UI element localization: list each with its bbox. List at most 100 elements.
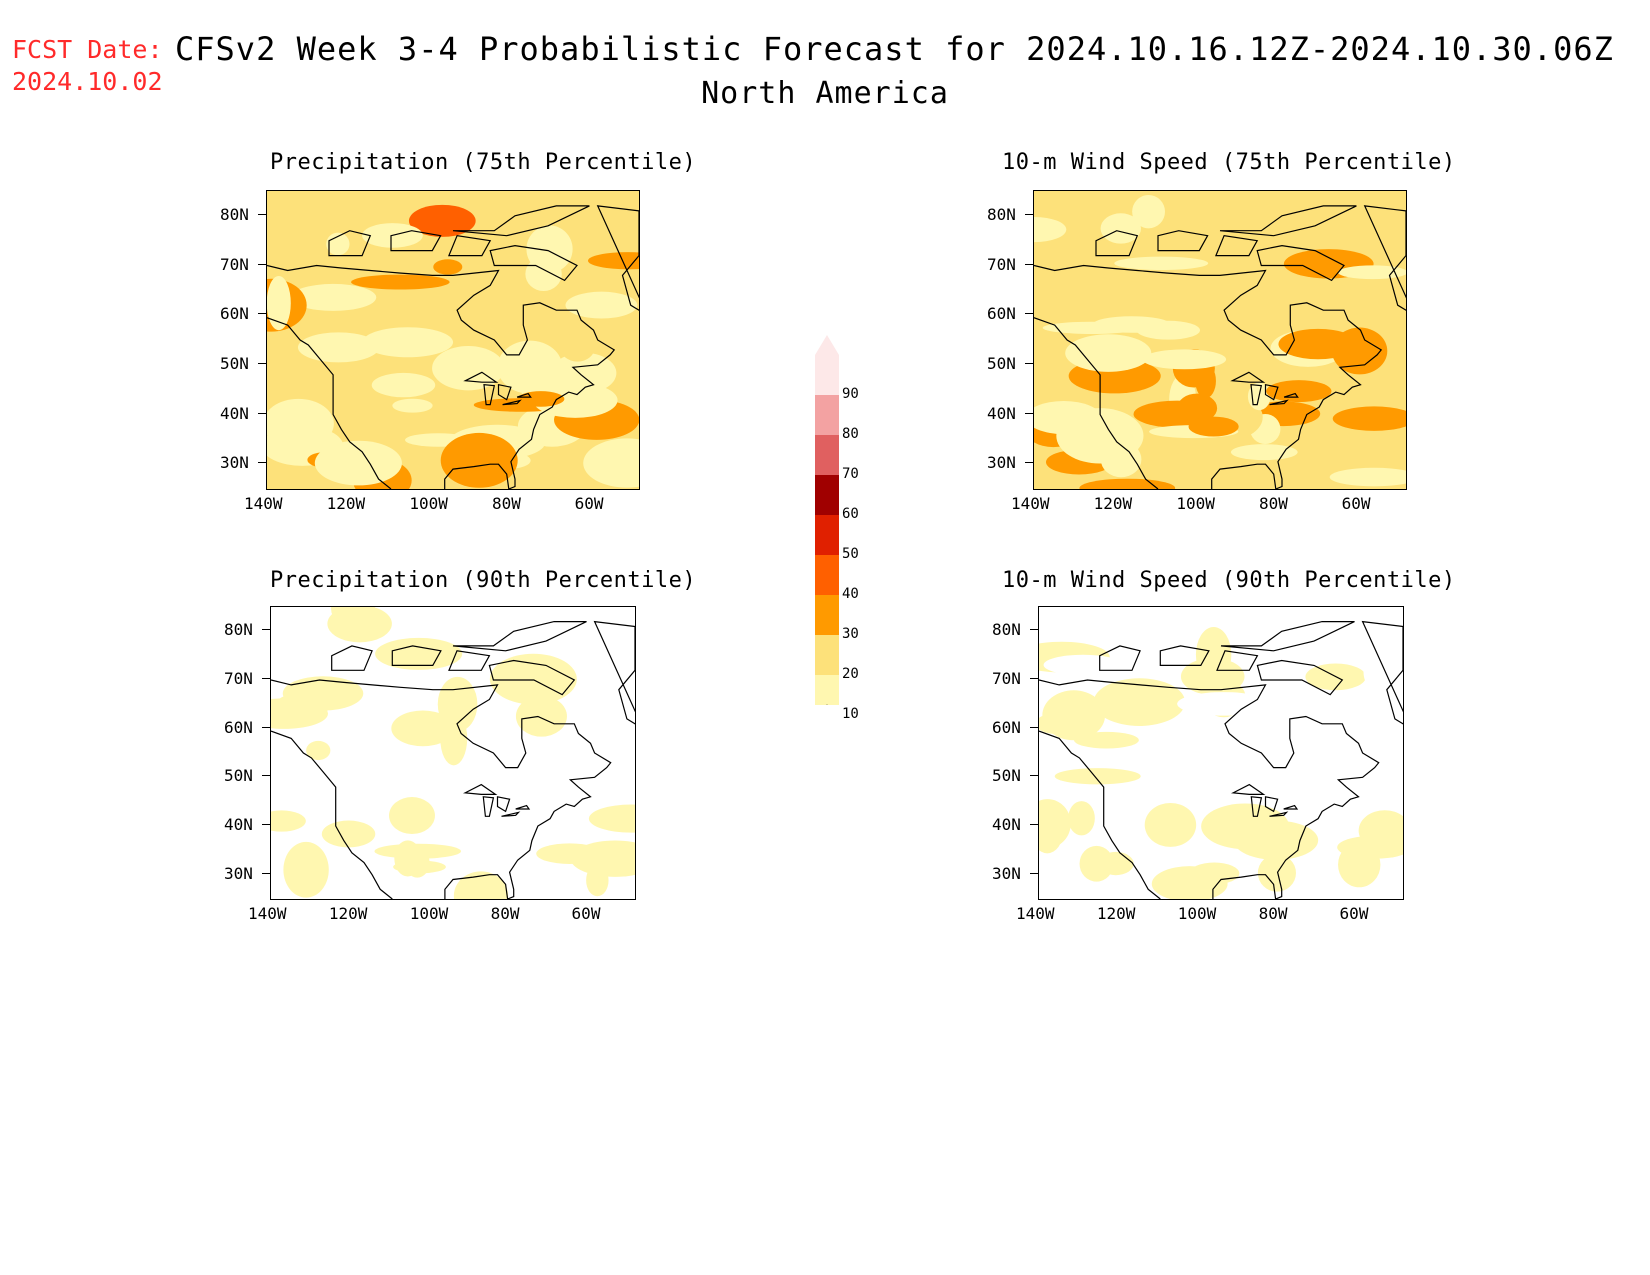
lon-tick-label: 100W: [409, 494, 448, 513]
coastline: [1034, 264, 1383, 489]
probability-region: [437, 676, 478, 732]
lon-tick-label: 60W: [1341, 494, 1371, 513]
probability-region: [1278, 328, 1358, 360]
lon-tick-label: 120W: [1093, 494, 1133, 513]
lat-tick-label: 80N: [987, 204, 1033, 224]
colorbar-segment: [815, 675, 839, 705]
coastline: [448, 650, 491, 671]
probability-region: [1233, 820, 1319, 860]
forecast-date-label: FCST Date:: [12, 35, 163, 64]
lon-tick-label: 60W: [571, 904, 601, 923]
probability-region: [362, 327, 454, 358]
coastline: [593, 620, 635, 725]
coastline: [1256, 659, 1344, 696]
colorbar-top-arrow: [815, 335, 839, 355]
lon-tick-label: 80W: [492, 494, 521, 513]
colorbar-segment: [815, 515, 839, 555]
page-subtitle: North America: [701, 76, 949, 111]
map-precip90: [270, 606, 636, 900]
colorbar-label: 60: [842, 506, 859, 522]
forecast-date: FCST Date: 2024.10.02: [12, 34, 163, 98]
probability-region: [404, 847, 430, 878]
coastline: [1269, 811, 1289, 817]
coastline: [496, 796, 511, 813]
probability-region: [1034, 216, 1067, 243]
lat-tick-label: 40N: [220, 403, 266, 423]
page-title: CFSv2 Week 3-4 Probabilistic Forecast fo…: [175, 30, 1614, 68]
lat-tick-label: 80N: [224, 620, 270, 640]
lat-tick-label: 70N: [992, 669, 1038, 688]
coastline: [1230, 371, 1266, 383]
probability-region: [1266, 380, 1332, 403]
probability-region: [497, 340, 563, 394]
lon-tick-label: 120W: [1096, 904, 1136, 923]
probability-region: [570, 840, 635, 877]
lat-tick-label: 60N: [987, 304, 1033, 324]
lon-tick-label: 140W: [244, 494, 283, 513]
probability-region: [1144, 802, 1197, 847]
lon-tick-label: 100W: [409, 904, 449, 923]
probability-region: [1114, 256, 1209, 270]
coastline: [483, 384, 496, 406]
coastline: [331, 645, 373, 671]
coastline: [501, 811, 521, 817]
probability-region: [440, 432, 518, 488]
coastline: [1220, 621, 1355, 652]
probability-region: [1068, 801, 1095, 836]
colorbar-label: 40: [842, 586, 859, 602]
lat-tick-label: 70N: [220, 254, 266, 274]
probability-region: [389, 797, 435, 835]
probability-region: [1079, 478, 1176, 489]
probability-region: [283, 841, 329, 898]
panel-title-precip75: Precipitation (75th Percentile): [270, 150, 697, 175]
colorbar-segment: [815, 475, 839, 515]
lat-tick-label: 40N: [987, 403, 1033, 423]
probability-region: [280, 786, 333, 805]
coastline: [516, 392, 532, 398]
probability-region: [433, 259, 463, 275]
coastline: [271, 679, 612, 899]
lon-tick-label: 140W: [248, 904, 287, 923]
probability-region: [1065, 334, 1152, 372]
probability-region: [271, 698, 328, 729]
lon-tick-label: 140W: [1016, 904, 1055, 923]
probability-region: [565, 291, 638, 319]
lat-tick-label: 40N: [992, 815, 1038, 834]
colorbar-segment: [815, 555, 839, 595]
map-wind75: [1033, 190, 1407, 490]
probability-region: [271, 810, 306, 832]
probability-region: [326, 232, 350, 256]
colorbar-segment: [815, 635, 839, 675]
probability-region: [392, 398, 433, 413]
lat-tick-label: 60N: [992, 717, 1038, 737]
probability-region: [371, 372, 436, 398]
coastline: [328, 230, 372, 257]
probability-region: [351, 274, 450, 290]
probability-region: [408, 204, 476, 237]
colorbar-label: 20: [842, 666, 859, 682]
lon-tick-label: 100W: [1177, 904, 1217, 923]
colorbar-segment: [815, 435, 839, 475]
lon-tick-label: 80W: [490, 904, 520, 923]
probability-region: [432, 346, 505, 391]
colorbar-label: 90: [842, 386, 859, 402]
lon-tick-label: 60W: [1339, 904, 1369, 923]
probability-region: [1329, 467, 1406, 487]
coastline: [1157, 230, 1209, 252]
coastline: [1039, 730, 1161, 899]
probability-region: [267, 275, 291, 331]
lat-tick-label: 30N: [220, 453, 266, 473]
probability-region: [391, 710, 455, 747]
probability-region: [587, 252, 639, 270]
probability-region: [489, 653, 577, 705]
probability-region: [375, 637, 463, 670]
lat-tick-label: 50N: [220, 353, 266, 373]
coastline: [1264, 796, 1279, 813]
colorbar-segment: [815, 355, 839, 395]
lat-tick-label: 70N: [224, 669, 270, 688]
coastline: [1034, 317, 1159, 489]
probability-region: [525, 256, 562, 291]
probability-region: [1257, 854, 1296, 892]
colorbar-segment: [815, 395, 839, 435]
map-wind90: [1038, 606, 1404, 900]
